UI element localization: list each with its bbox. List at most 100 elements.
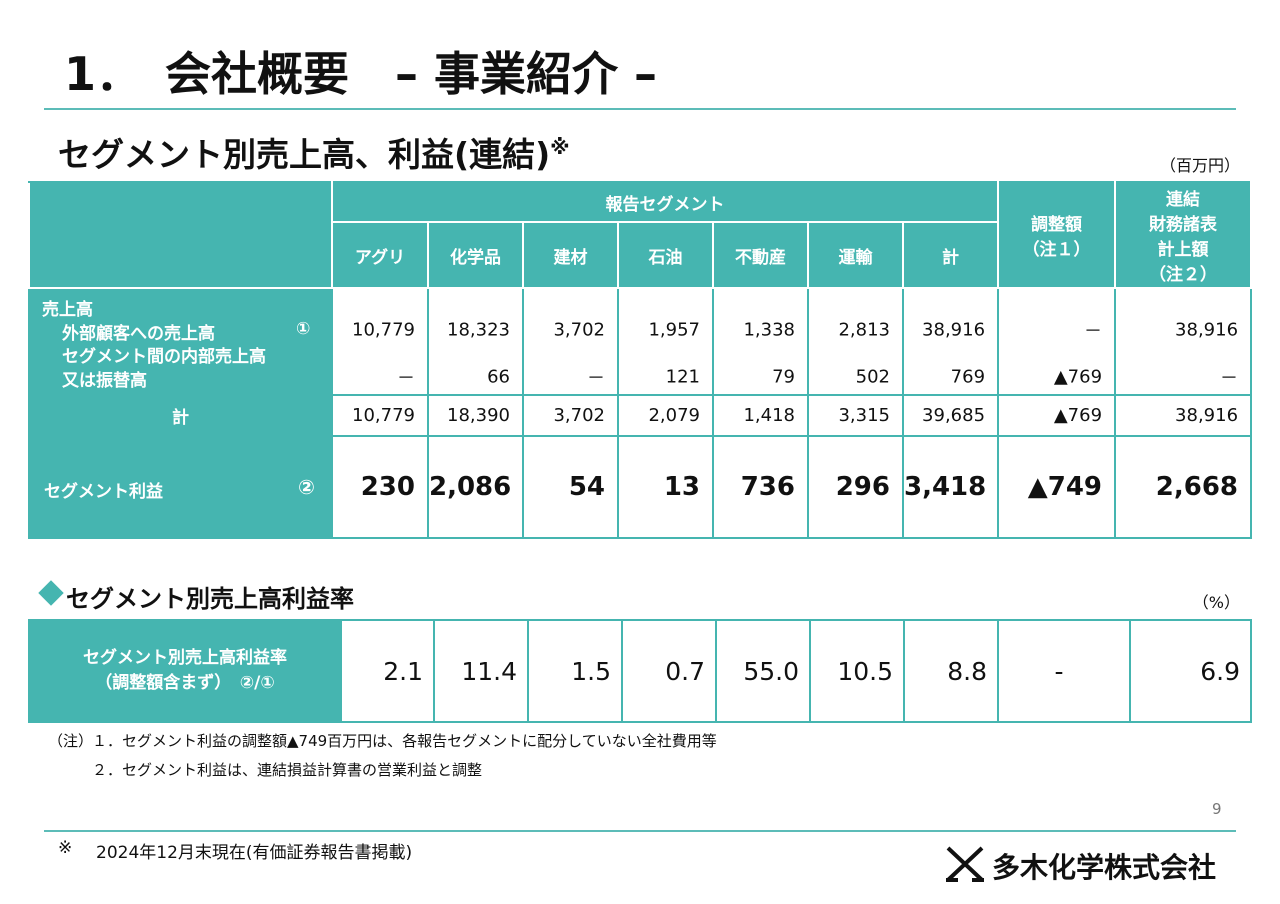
value: 38,916 <box>1175 319 1239 341</box>
value: 10.5 <box>809 619 905 723</box>
value: 2,079 <box>617 394 714 437</box>
sales-label: 売上高 <box>42 300 93 320</box>
value: 2,668 <box>1114 435 1253 539</box>
segment-header: 不動産 <box>712 221 809 289</box>
value: 38,916 <box>1114 394 1253 437</box>
footer-mark: ※ <box>58 838 73 858</box>
consolidated-header: 連結 財務諸表 計上額 （注２） <box>1114 181 1253 289</box>
value: 54 <box>522 435 619 539</box>
value: 121 <box>665 366 700 388</box>
value: 296 <box>807 435 904 539</box>
note-prefix: （注） <box>48 732 94 750</box>
value-cell: 3,702 － <box>522 287 619 396</box>
header-line: （注１） <box>1022 240 1091 260</box>
adjustment-header: 調整額 （注１） <box>997 181 1117 289</box>
value: 0.7 <box>621 619 717 723</box>
value: 1,338 <box>743 319 795 341</box>
value: － <box>587 368 605 389</box>
rate-table: セグメント別売上高利益率 （調整額含まず） ②/① 2.1 11.4 1.5 0.7 55.… <box>28 619 1252 723</box>
footer-rule <box>44 830 1236 832</box>
header-line: 調整額 <box>1031 215 1083 235</box>
header-line: 計上額 <box>1157 240 1209 260</box>
value: 38,916 <box>922 319 986 341</box>
external-ref: ① <box>296 319 311 339</box>
segment-header: 運輸 <box>807 221 904 289</box>
value: 13 <box>617 435 714 539</box>
logo-text: 多木化学株式会社 <box>992 851 1217 884</box>
note-item: １．セグメント利益の調整額▲749百万円は、各報告セグメントに配分していない全社… <box>92 732 717 750</box>
value: － <box>1084 321 1103 342</box>
value-cell: 38,916 769 <box>901 287 1000 396</box>
value: 230 <box>331 435 429 539</box>
value: 10,779 <box>331 394 429 437</box>
value: 3,418 <box>901 435 1000 539</box>
header-line: 連結 <box>1166 190 1201 210</box>
value-cell: 38,916 － <box>1114 287 1253 396</box>
header-line: （注２） <box>1149 265 1218 285</box>
value: 10,779 <box>352 319 415 341</box>
corner-cell <box>28 181 333 289</box>
value: - <box>997 619 1131 723</box>
value: 769 <box>950 366 986 388</box>
value: 66 <box>487 366 510 388</box>
value: 1.5 <box>527 619 623 723</box>
profit-ref: ② <box>298 475 315 499</box>
profit-label: セグメント利益 <box>44 482 163 502</box>
value: ▲769 <box>1053 366 1103 388</box>
title-rule <box>44 108 1236 110</box>
value: 11.4 <box>433 619 529 723</box>
note-item: ２．セグメント利益は、連結損益計算書の営業利益と調整 <box>92 761 483 779</box>
value: 3,702 <box>522 394 619 437</box>
value: 79 <box>772 366 795 388</box>
value: 8.8 <box>903 619 999 723</box>
value: 2.1 <box>340 619 435 723</box>
section-mark: ※ <box>550 135 570 159</box>
value: 3,702 <box>553 319 605 341</box>
rate-label: （調整額含まず） ②/① <box>95 673 275 693</box>
value: 1,418 <box>712 394 809 437</box>
value-cell: 2,813 502 <box>807 287 904 396</box>
logo-icon <box>946 846 984 882</box>
internal-label: 又は振替高 <box>62 371 147 391</box>
value: 18,323 <box>447 319 510 341</box>
value: 3,315 <box>807 394 904 437</box>
value: 18,390 <box>427 394 524 437</box>
segment-header: 計 <box>901 221 1000 289</box>
value: 736 <box>712 435 809 539</box>
segment-table: 報告セグメント 調整額 （注１） 連結 財務諸表 計上額 （注２） アグリ 化学品 建材 石油 不動… <box>28 181 1253 539</box>
rate-label-cell: セグメント別売上高利益率 （調整額含まず） ②/① <box>28 619 342 723</box>
profit-label-cell: セグメント利益 ② <box>28 435 333 539</box>
value: 55.0 <box>715 619 811 723</box>
value: 6.9 <box>1129 619 1252 723</box>
page-title: 1． 会社概要 – 事業紹介 – <box>64 47 658 101</box>
value-cell: 10,779 － <box>331 287 429 396</box>
value: 502 <box>855 366 890 388</box>
value-cell: 18,323 66 <box>427 287 524 396</box>
value-cell: 1,338 79 <box>712 287 809 396</box>
diamond-icon <box>38 580 64 606</box>
segment-header: アグリ <box>331 221 429 289</box>
section-title: セグメント別売上高、利益(連結)※ <box>58 128 570 176</box>
value: 2,086 <box>427 435 524 539</box>
value: － <box>1220 368 1239 389</box>
segment-header: 石油 <box>617 221 714 289</box>
external-label: 外部顧客への売上高 <box>62 324 215 344</box>
footer-text: 2024年12月末現在(有価証券報告書掲載) <box>96 843 413 863</box>
segment-header: 化学品 <box>427 221 524 289</box>
internal-label: セグメント間の内部売上高 <box>62 347 266 367</box>
rate-label: セグメント別売上高利益率 <box>83 648 287 668</box>
value: 1,957 <box>648 319 700 341</box>
segment-header: 建材 <box>522 221 619 289</box>
value: ▲749 <box>997 435 1117 539</box>
section-title-text: セグメント別売上高、利益(連結) <box>58 135 551 174</box>
rate-unit: （%） <box>1192 593 1240 612</box>
unit: （百万円） <box>1159 156 1240 175</box>
value: ▲769 <box>997 394 1117 437</box>
page-number: 9 <box>1212 800 1222 818</box>
value-cell: 1,957 121 <box>617 287 714 396</box>
total-label: 計 <box>28 394 333 437</box>
value: － <box>397 368 415 389</box>
value-cell: － ▲769 <box>997 287 1117 396</box>
group-header: 報告セグメント <box>330 181 1000 223</box>
